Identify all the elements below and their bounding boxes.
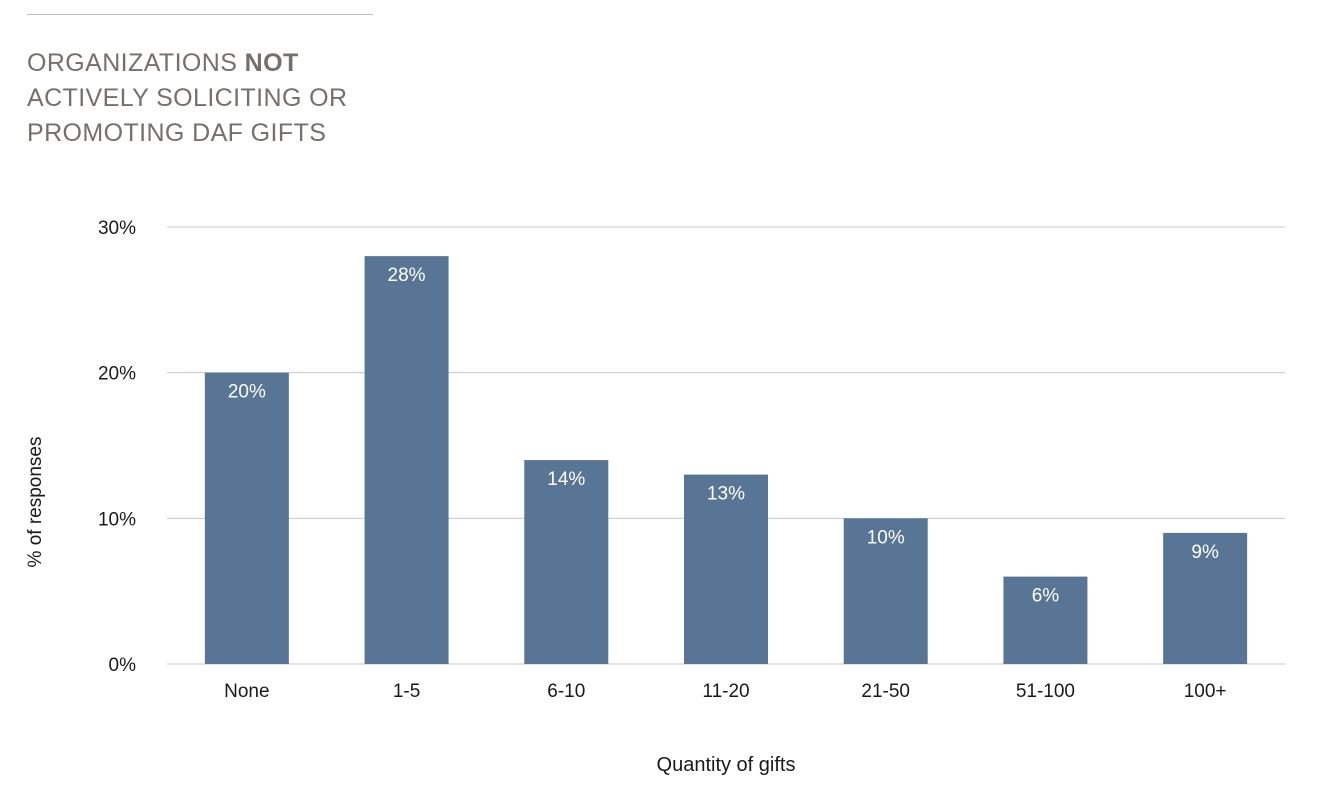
data-label: 14%	[547, 469, 585, 490]
x-tick-label: 51-100	[1016, 681, 1075, 702]
data-label: 10%	[867, 527, 905, 548]
data-label: 28%	[388, 265, 426, 286]
y-tick-label: 0%	[109, 655, 137, 676]
bar-1-5	[364, 256, 449, 664]
x-tick-label: 1-5	[393, 681, 420, 702]
title-line1-pre: ORGANIZATIONS	[27, 49, 245, 77]
bar-100+	[1163, 532, 1248, 664]
y-tick-label: 20%	[98, 364, 136, 385]
title-line2: ACTIVELY SOLICITING OR	[27, 84, 348, 112]
x-tick-label: 11-20	[702, 681, 749, 702]
data-label: 6%	[1032, 586, 1060, 607]
title-line1-emphasis: NOT	[244, 49, 299, 77]
chart-title: ORGANIZATIONS NOT ACTIVELY SOLICITING OR…	[27, 46, 347, 151]
bar-None	[204, 372, 289, 664]
header-rule	[27, 14, 373, 15]
bar-51-100	[1003, 576, 1088, 664]
y-tick-label: 10%	[98, 509, 136, 530]
x-axis-title: Quantity of gifts	[657, 754, 796, 776]
bar-6-10	[524, 460, 609, 664]
x-tick-label: 21-50	[861, 681, 910, 702]
x-tick-label: 100+	[1184, 681, 1227, 702]
bars	[204, 256, 1248, 664]
data-label: 13%	[707, 484, 745, 505]
data-label: 9%	[1191, 542, 1219, 563]
y-tick-label: 30%	[98, 218, 136, 239]
y-axis-title: % of responses	[25, 437, 46, 568]
data-labels: 20% 28% 14% 13% 10% 6% 9%	[228, 265, 1219, 606]
y-tick-labels: 0% 10% 20% 30%	[98, 218, 136, 676]
x-tick-label: 6-10	[547, 681, 585, 702]
bar-11-20	[684, 474, 768, 664]
x-tick-label: None	[224, 681, 269, 702]
title-line3: PROMOTING DAF GIFTS	[27, 119, 327, 147]
x-tick-labels: None 1-5 6-10 11-20 21-50 51-100 100+	[224, 681, 1226, 702]
bar-21-50	[843, 518, 928, 664]
data-label: 20%	[228, 382, 266, 403]
